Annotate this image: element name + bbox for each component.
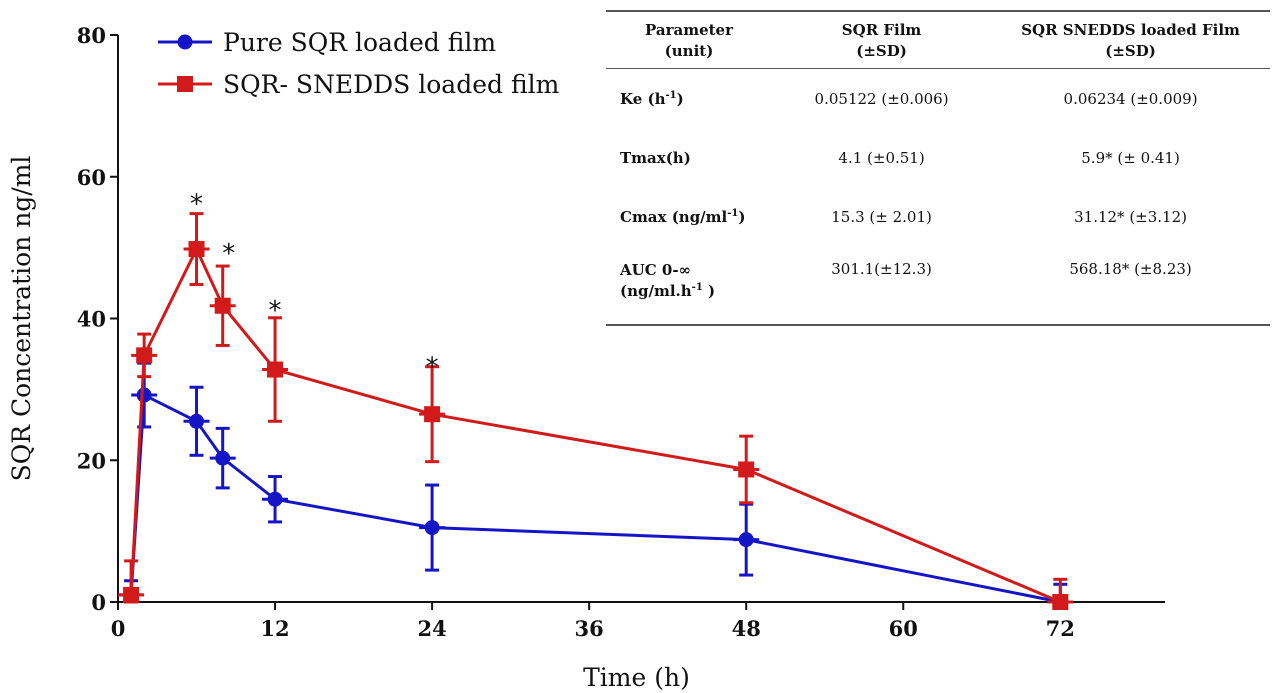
legend-marker — [177, 76, 193, 92]
legend-item-1: Pure SQR loaded film — [158, 28, 496, 57]
x-tick-label: 60 — [889, 616, 918, 641]
param-label: Cmax (ng/ml — [620, 207, 728, 226]
data-point — [424, 406, 441, 423]
series-layer — [118, 212, 1074, 610]
y-axis-label: SQR Concentration ng/ml — [7, 156, 36, 482]
x-tick-label: 0 — [111, 616, 126, 641]
table-row: Tmax(h) 4.1 (±0.51) 5.9* (± 0.41) — [606, 128, 1270, 187]
param-cell: Cmax (ng/ml-1) — [606, 187, 772, 246]
legend-label: Pure SQR loaded film — [223, 28, 496, 57]
snedds-film-value: 568.18* (±8.23) — [1069, 260, 1192, 278]
sqr-film-value: 301.1(±12.3) — [831, 260, 932, 278]
param-sup: -1 — [665, 89, 677, 101]
snedds-film-value: 0.06234 (±0.009) — [1063, 89, 1198, 108]
legend: Pure SQR loaded film SQR- SNEDDS loaded f… — [158, 28, 560, 99]
data-point — [738, 461, 755, 478]
param-cell: AUC 0-∞ (ng/ml.h-1 ) — [606, 246, 772, 325]
significance-star: * — [269, 296, 282, 326]
x-axis-label: Time (h) — [583, 663, 690, 692]
snedds-film-value: 31.12* (±3.12) — [1074, 207, 1187, 226]
y-tick-label: 40 — [77, 307, 106, 332]
header-snedds-film-line2: (±SD) — [1105, 42, 1156, 60]
data-point — [1052, 594, 1069, 610]
significance-star: * — [426, 352, 439, 382]
data-point — [188, 241, 205, 258]
sqr-film-value: 15.3 (± 2.01) — [831, 207, 932, 226]
table-row: Ke (h-1) 0.05122 (±0.006) 0.06234 (±0.00… — [606, 69, 1270, 129]
header-parameter-line1: Parameter — [644, 21, 733, 39]
pk-parameter-table: Parameter (unit) SQR Film (±SD) SQR SNED… — [606, 10, 1270, 326]
legend-label: SQR- SNEDDS loaded film — [223, 70, 560, 99]
header-sqr-film-line1: SQR Film — [841, 21, 922, 39]
data-point — [267, 361, 284, 378]
param-label: Ke (h — [620, 89, 666, 108]
sqr-film-value: 4.1 (±0.51) — [838, 148, 925, 167]
significance-markers: * * * * — [190, 189, 439, 382]
auc-unit: (ng/ml.h — [620, 282, 692, 300]
y-tick-label: 60 — [77, 165, 106, 190]
x-tick-label: 72 — [1046, 616, 1075, 641]
y-tick-label: 20 — [77, 448, 106, 473]
auc-tail: ) — [702, 282, 716, 300]
table-row: Cmax (ng/ml-1) 15.3 (± 2.01) 31.12* (±3.… — [606, 187, 1270, 246]
x-tick-label: 12 — [260, 616, 289, 641]
header-snedds-film: SQR SNEDDS loaded Film (±SD) — [991, 11, 1270, 69]
auc-sup: -1 — [691, 282, 703, 293]
data-point — [738, 532, 754, 548]
auc-label-line2: (ng/ml.h-1 ) — [620, 281, 768, 302]
table-row: AUC 0-∞ (ng/ml.h-1 ) 301.1(±12.3) 568.18… — [606, 246, 1270, 325]
y-tick-label: 0 — [91, 590, 106, 615]
significance-star: * — [190, 189, 203, 219]
data-point — [136, 387, 152, 403]
x-tick-label: 48 — [732, 616, 761, 641]
significance-star: * — [222, 239, 235, 269]
param-tail: ) — [676, 89, 684, 108]
data-point — [123, 586, 140, 603]
header-snedds-film-line1: SQR SNEDDS loaded Film — [1021, 21, 1240, 39]
param-label: Tmax(h) — [620, 148, 691, 167]
data-point — [267, 491, 283, 507]
snedds-film-value: 5.9* (± 0.41) — [1081, 148, 1180, 167]
series-line — [129, 392, 1061, 604]
header-parameter: Parameter (unit) — [606, 11, 772, 69]
x-tick-label: 24 — [417, 616, 446, 641]
data-point — [214, 297, 231, 314]
y-tick-label: 80 — [77, 23, 106, 48]
param-tail: ) — [738, 207, 746, 226]
axes: 0 12 24 36 48 60 72 0 20 40 60 80 Time (h) SQR Concen… — [7, 23, 1165, 692]
series-1 — [118, 361, 1074, 610]
data-point — [424, 520, 440, 536]
header-sqr-film-line2: (±SD) — [856, 42, 907, 60]
header-parameter-line2: (unit) — [664, 42, 714, 60]
param-cell: Tmax(h) — [606, 128, 772, 187]
data-point — [215, 450, 231, 466]
header-sqr-film: SQR Film (±SD) — [772, 11, 991, 69]
param-sup: -1 — [727, 207, 739, 219]
data-point — [189, 413, 205, 429]
table-header-row: Parameter (unit) SQR Film (±SD) SQR SNED… — [606, 11, 1270, 69]
legend-marker — [177, 34, 193, 50]
param-cell: Ke (h-1) — [606, 69, 772, 129]
data-point — [136, 347, 153, 364]
series-line — [129, 245, 1061, 604]
auc-label-line1: AUC 0-∞ — [620, 261, 692, 279]
x-tick-label: 36 — [575, 616, 604, 641]
legend-item-2: SQR- SNEDDS loaded film — [158, 70, 560, 99]
series-2 — [118, 212, 1074, 610]
sqr-film-value: 0.05122 (±0.006) — [814, 89, 949, 108]
